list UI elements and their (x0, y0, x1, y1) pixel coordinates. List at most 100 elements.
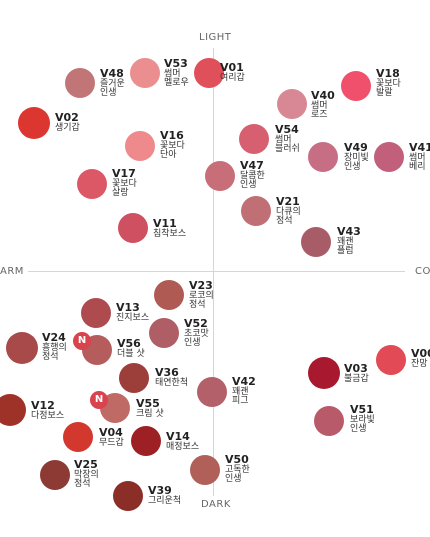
shade-name-line: 정석 (189, 299, 206, 310)
shade-label-v52: V52 초코맛 인생 (184, 318, 209, 348)
swatch-v23[interactable] (154, 280, 184, 310)
new-badge-v56: N (73, 332, 91, 350)
swatch-v54[interactable] (239, 124, 269, 154)
shade-label-v21: V21 다큐의 정석 (276, 196, 301, 226)
shade-name-line: 인생 (350, 423, 367, 434)
swatch-v04[interactable] (63, 422, 93, 452)
swatch-v39[interactable] (113, 481, 143, 511)
shade-name-line: 인생 (344, 161, 361, 172)
shade-code: V39 (148, 484, 172, 497)
swatch-v43[interactable] (301, 227, 331, 257)
shade-name-line: 생기갑 (55, 122, 80, 133)
swatch-v41[interactable] (374, 142, 404, 172)
shade-label-v43: V43 꽤괜 플럼 (337, 226, 361, 256)
swatch-v03[interactable] (308, 357, 340, 389)
swatch-v14[interactable] (131, 426, 161, 456)
vertical-axis-line (213, 48, 214, 496)
shade-label-v01: V01 여리갑 (220, 62, 245, 83)
shade-name-line: 피그 (232, 395, 249, 406)
shade-code: V40 (311, 89, 335, 102)
shade-name-line: 단아 (160, 149, 177, 160)
swatch-v53[interactable] (130, 58, 160, 88)
shade-name-line: 달콤한 (240, 170, 265, 181)
shade-name-line: 다큐의 (276, 206, 301, 217)
shade-code: V14 (166, 430, 190, 443)
shade-name-line: 침착보스 (153, 228, 187, 239)
swatch-v13[interactable] (81, 298, 111, 328)
swatch-v17[interactable] (77, 169, 107, 199)
swatch-v21[interactable] (241, 196, 271, 226)
swatch-v25[interactable] (40, 460, 70, 490)
shade-code: V50 (225, 453, 249, 466)
swatch-v00[interactable] (376, 345, 406, 375)
swatch-v24[interactable] (6, 332, 38, 364)
shade-label-v51: V51 보라빛 인생 (350, 404, 375, 434)
shade-code: V18 (376, 67, 400, 80)
shade-code: V52 (184, 317, 208, 330)
shade-name-line: 멜로우 (164, 77, 189, 88)
swatch-v02[interactable] (18, 107, 50, 139)
shade-label-v14: V14 매정보스 (166, 431, 199, 452)
swatch-v16[interactable] (125, 131, 155, 161)
shade-name-line: 살랑 (112, 187, 129, 198)
shade-label-v42: V42 꽤괜 피그 (232, 376, 256, 406)
shade-label-v55: V55 크림 샷 (136, 398, 164, 419)
swatch-v18[interactable] (341, 71, 371, 101)
shade-code: V48 (100, 67, 124, 80)
swatch-v36[interactable] (119, 363, 149, 393)
shade-name-line: 썸머 (164, 68, 181, 79)
shade-code: V21 (276, 195, 300, 208)
shade-name-line: 플럼 (337, 245, 354, 256)
shade-code: V43 (337, 225, 361, 238)
shade-name-line: 썸머 (275, 134, 292, 145)
shade-label-v56: V56 더블 샷 (117, 338, 145, 359)
shade-name-line: 로코의 (189, 290, 214, 301)
shade-code: V54 (275, 123, 299, 136)
shade-code: V47 (240, 159, 264, 172)
shade-code: V24 (42, 331, 66, 344)
shade-name-line: 그리운척 (148, 495, 182, 506)
shade-name-line: 정석 (42, 351, 59, 362)
swatch-v52[interactable] (149, 318, 179, 348)
swatch-v48[interactable] (65, 68, 95, 98)
shade-code: V01 (220, 61, 244, 74)
shade-label-v00: V00잔망 (411, 348, 430, 369)
shade-code: V16 (160, 129, 184, 142)
swatch-v51[interactable] (314, 406, 344, 436)
shade-name-line: 흥행의 (42, 342, 67, 353)
shade-name-line: 인생 (225, 473, 242, 484)
shade-label-v18: V18 꽃보다 발랄 (376, 68, 401, 98)
shade-label-v40: V40 썸머 로즈 (311, 90, 335, 120)
swatch-v50[interactable] (190, 455, 220, 485)
shade-name-line: 보라빛 (350, 414, 375, 425)
shade-code: V23 (189, 279, 213, 292)
shade-name-line: 불금갑 (344, 373, 369, 384)
swatch-v40[interactable] (277, 89, 307, 119)
shade-code: V56 (117, 337, 141, 350)
shade-code: V17 (112, 167, 136, 180)
swatch-v49[interactable] (308, 142, 338, 172)
axis-label-light: LIGHT (199, 32, 232, 43)
swatch-v47[interactable] (205, 161, 235, 191)
shade-label-v49: V49 장미빛 인생 (344, 142, 369, 172)
shade-label-v11: V11 침착보스 (153, 218, 186, 239)
shade-name-line: 베리 (409, 161, 426, 172)
shade-name-line: 더블 샷 (117, 348, 145, 359)
swatch-v01[interactable] (194, 58, 224, 88)
swatch-v12[interactable] (0, 394, 26, 426)
swatch-v42[interactable] (197, 377, 227, 407)
axis-label-cool: CO (415, 266, 430, 277)
shade-name-line: 인생 (184, 337, 201, 348)
shade-name-line: 태연한척 (155, 377, 189, 388)
swatch-v11[interactable] (118, 213, 148, 243)
shade-name-line: 진지보스 (116, 312, 150, 323)
shade-name-line: 즐거운 (100, 78, 125, 89)
shade-code: V49 (344, 141, 368, 154)
shade-code: V00 (411, 347, 430, 360)
shade-code: V04 (99, 426, 123, 439)
shade-code: V25 (74, 458, 98, 471)
shade-name-line: 인생 (100, 87, 117, 98)
shade-name-line: 크림 샷 (136, 408, 164, 419)
shade-name-line: 블러쉬 (275, 143, 300, 154)
shade-code: V03 (344, 362, 368, 375)
